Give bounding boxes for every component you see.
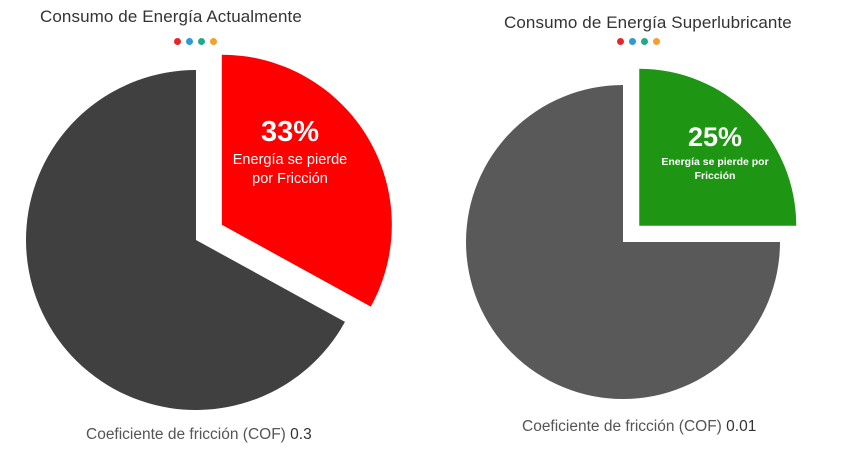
dot-red bbox=[617, 38, 624, 45]
pie-slice-remaining bbox=[466, 85, 780, 399]
slice-label-friction: 33% Energía se pierde por Fricción bbox=[225, 116, 355, 189]
pie-svg bbox=[466, 68, 797, 399]
dot-blue bbox=[186, 38, 193, 45]
cof-value: 0.3 bbox=[290, 426, 312, 443]
dot-teal bbox=[641, 38, 648, 45]
chart-title: Consumo de Energía Actualmente bbox=[40, 7, 302, 26]
dot-blue bbox=[629, 38, 636, 45]
slice-label-friction: 25% Energía se pierde por Fricción bbox=[650, 122, 780, 183]
dot-orange bbox=[210, 38, 217, 45]
cof-caption: Coeficiente de fricción (COF) 0.01 bbox=[522, 418, 756, 436]
dot-orange bbox=[653, 38, 660, 45]
decorative-dots bbox=[617, 38, 660, 45]
chart-title: Consumo de Energía Superlubricante bbox=[504, 13, 792, 32]
decorative-dots bbox=[174, 38, 217, 45]
pie-slice-remaining bbox=[25, 70, 345, 410]
pie-slice-friction bbox=[639, 68, 797, 226]
cof-label: Coeficiente de fricción (COF) bbox=[86, 426, 286, 443]
pie-chart-superlubricant: Consumo de Energía Superlubricante 25% E… bbox=[425, 0, 850, 455]
dot-teal bbox=[198, 38, 205, 45]
cof-value: 0.01 bbox=[726, 418, 757, 435]
pie-chart-current: Consumo de Energía Actualmente 33% Energ… bbox=[25, 7, 392, 444]
dot-red bbox=[174, 38, 181, 45]
slice-percent: 25% bbox=[687, 122, 743, 152]
slice-description: Energía se pierde por Fricción bbox=[661, 156, 769, 182]
pie-svg bbox=[25, 54, 392, 410]
cof-label: Coeficiente de fricción (COF) bbox=[522, 418, 722, 435]
cof-caption: Coeficiente de fricción (COF) 0.3 bbox=[86, 426, 312, 444]
slice-description: Energía se pierde por Fricción bbox=[232, 152, 348, 187]
pie-slice-friction bbox=[221, 54, 392, 307]
slice-percent: 33% bbox=[260, 116, 320, 148]
